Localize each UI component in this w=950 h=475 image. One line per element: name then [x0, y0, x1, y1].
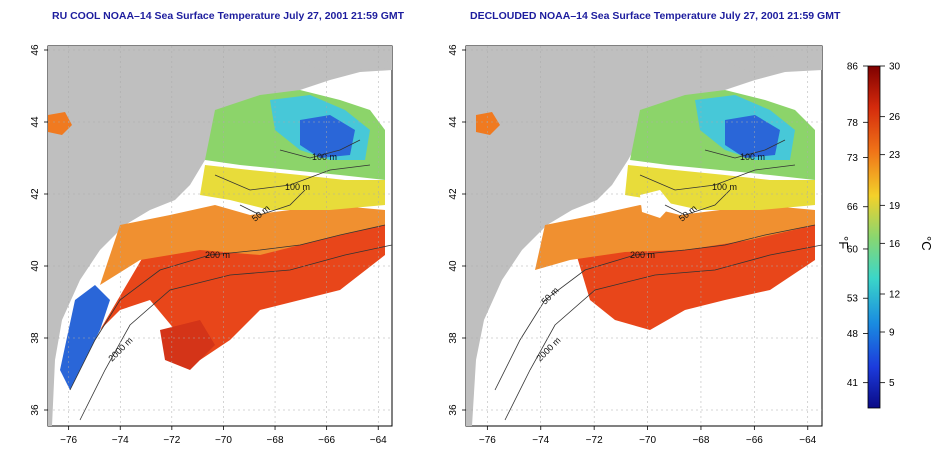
left-y-tick-label: 38	[30, 332, 41, 344]
left-contour-label-1: 100 m	[312, 152, 337, 162]
right-contour-100m-b	[704, 139, 786, 159]
left-sst-blue	[300, 115, 355, 158]
left-sst-orange	[100, 205, 385, 285]
right-land	[466, 46, 822, 426]
left-sst-small-patch	[48, 112, 72, 135]
colorbar-celsius-label: °C	[919, 236, 934, 251]
left-y-tick-label: 36	[30, 404, 41, 416]
right-contour-label-1: 100 m	[740, 152, 765, 162]
colorbar-c-tick-label: 30	[889, 62, 901, 73]
right-contour-2000m	[504, 244, 822, 421]
left-x-tick-label: −72	[163, 435, 180, 446]
left-y-tick-label: 46	[30, 44, 41, 56]
right-x-tick-label: −66	[746, 435, 763, 446]
left-y-tick-label: 42	[30, 188, 41, 200]
right-axes: −76 −74 −72 −70 −68 −66 −64 46 44 42 40 38 36	[448, 44, 822, 446]
right-y-tick-label: 42	[448, 188, 459, 200]
colorbar-f-tick-label: 60	[847, 244, 859, 255]
right-y-tick-label: 46	[448, 44, 459, 56]
right-x-tick-label: −72	[586, 435, 603, 446]
left-x-tick-label: −76	[60, 435, 77, 446]
right-sst-small-patch	[476, 112, 500, 135]
colorbar-c-tick-label: 19	[889, 201, 901, 212]
right-x-tick-label: −74	[532, 435, 549, 446]
right-sst-yellow	[625, 165, 815, 210]
right-contour-label-2: 100 m	[712, 182, 737, 192]
left-contour-50m	[239, 189, 306, 216]
left-x-tick-label: −68	[267, 435, 284, 446]
right-y-tick-label: 40	[448, 260, 459, 272]
right-x-tick-label: −64	[799, 435, 816, 446]
left-sst-yellow	[200, 165, 385, 210]
left-y-tick-label: 40	[30, 260, 41, 272]
colorbar-f-tick-label: 73	[847, 153, 859, 164]
right-sst-orange	[535, 205, 815, 270]
colorbar-f-tick-label: 78	[847, 118, 859, 129]
right-y-tick-label: 36	[448, 404, 459, 416]
right-y-tick-label: 44	[448, 116, 459, 128]
left-panel-title: RU COOL NOAA–14 Sea Surface Temperature …	[52, 10, 405, 22]
right-y-tick-label: 38	[448, 332, 459, 344]
right-x-tick-label: −68	[692, 435, 709, 446]
right-map: 100 m 100 m 50 m 200 m 50 m 2000 m	[465, 45, 823, 427]
right-contour-100m-a	[639, 164, 796, 191]
colorbar-f-tick-label: 48	[847, 329, 859, 340]
left-contour-label-4: 200 m	[205, 250, 230, 260]
left-contour-2000m	[79, 244, 392, 421]
colorbar: 86 78 73 66 60 53 48 41 30 26 23 19 16 12 9 5 °F °C	[836, 62, 934, 409]
left-sst-offshore-red	[160, 320, 215, 370]
right-land-island	[725, 56, 822, 74]
right-contour-200m	[494, 224, 816, 391]
right-panel-title: DECLOUDED NOAA–14 Sea Surface Temperatur…	[470, 10, 841, 22]
colorbar-f-tick-label: 86	[847, 62, 859, 73]
left-land-island	[300, 56, 392, 74]
colorbar-c-tick-label: 9	[889, 328, 895, 339]
left-contour-200m	[69, 224, 386, 391]
colorbar-f-tick-label: 53	[847, 294, 859, 305]
right-sst-cloud-gap	[640, 190, 672, 218]
left-axes: −76 −74 −72 −70 −68 −66 −64 46 44 42 40 38 36	[30, 44, 392, 446]
right-x-tick-label: −70	[639, 435, 656, 446]
left-map: 100 m 100 m 50 m 200 m 2000 m	[47, 45, 393, 427]
left-y-tick-label: 44	[30, 116, 41, 128]
left-x-tick-label: −70	[215, 435, 232, 446]
colorbar-f-tick-label: 66	[847, 202, 859, 213]
right-sst-blue	[725, 115, 780, 158]
colorbar-fahrenheit-label: °F	[836, 236, 851, 249]
colorbar-c-tick-label: 5	[889, 378, 895, 389]
left-sst-nearshore-blue	[60, 285, 110, 390]
colorbar-c-tick-label: 26	[889, 112, 901, 123]
left-x-tick-label: −66	[318, 435, 335, 446]
colorbar-c-tick-label: 12	[889, 290, 901, 301]
left-contour-100m-b	[279, 139, 361, 159]
colorbar-strip	[867, 65, 881, 409]
left-contour-100m-a	[214, 164, 371, 191]
colorbar-c-tick-label: 16	[889, 239, 901, 250]
right-contour-50m	[664, 189, 731, 216]
right-x-tick-label: −76	[479, 435, 496, 446]
left-contour-label-2: 100 m	[285, 182, 310, 192]
colorbar-ticks: 86 78 73 66 60 53 48 41 30 26 23 19 16 12 9 5	[847, 62, 901, 390]
left-land	[48, 46, 392, 426]
colorbar-f-tick-label: 41	[847, 378, 859, 389]
colorbar-c-tick-label: 23	[889, 150, 901, 161]
right-contour-label-4: 200 m	[630, 250, 655, 260]
left-x-tick-label: −64	[370, 435, 387, 446]
left-x-tick-label: −74	[112, 435, 129, 446]
